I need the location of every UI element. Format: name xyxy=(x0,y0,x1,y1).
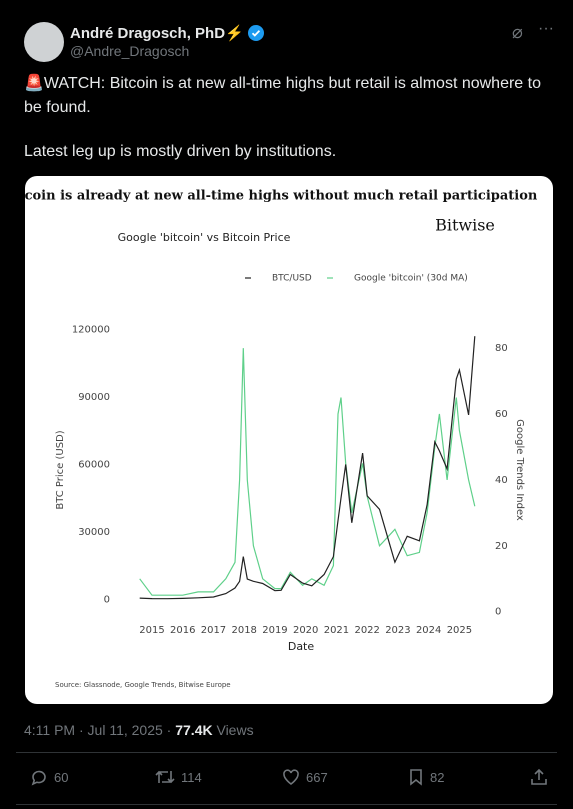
x-tick-label: 2022 xyxy=(354,625,379,636)
x-tick-label: 2020 xyxy=(293,625,318,636)
author[interactable]: André Dragosch, PhD⚡ xyxy=(70,24,264,42)
chart-title: Bitcoin is already at new all-time highs… xyxy=(25,189,538,204)
legend-label: Google 'bitcoin' (30d MA) xyxy=(354,274,468,284)
y-tick-label: 90000 xyxy=(78,392,110,403)
views: 77.4K xyxy=(175,722,213,738)
tweet-text: 🚨WATCH: Bitcoin is at new all-time highs… xyxy=(24,75,541,116)
source: Source: Glassnode, Google Trends, Bitwis… xyxy=(55,681,231,689)
more[interactable]: ··· xyxy=(538,20,554,37)
subtitle: Google 'bitcoin' vs Bitcoin Price xyxy=(118,231,291,244)
x-axis-label: Date xyxy=(288,640,315,653)
repost-count: 114 xyxy=(181,769,202,785)
share[interactable] xyxy=(530,768,548,786)
tweet-text: Latest leg up is mostly driven by instit… xyxy=(24,143,337,160)
reply[interactable]: 60 xyxy=(30,768,68,786)
y-tick-label: 0 xyxy=(104,594,110,605)
time[interactable]: 4:11 PM · Jul 11, 2025 · xyxy=(24,722,176,738)
bookmark-icon xyxy=(410,769,422,786)
views-label: Views xyxy=(216,722,254,738)
x-tick-label: 2025 xyxy=(447,625,472,636)
bookmark-count: 82 xyxy=(430,769,445,785)
reply-count: 60 xyxy=(54,769,69,785)
y2-axis-label: Google Trends Index xyxy=(514,419,525,521)
like-count: 667 xyxy=(306,769,328,785)
handle[interactable]: @Andre_Dragosch xyxy=(70,43,190,59)
x-tick-label: 2017 xyxy=(201,625,226,636)
y-tick-label: 60000 xyxy=(78,459,110,470)
y2-tick-label: 80 xyxy=(495,343,508,354)
meta: 4:11 PM · Jul 11, 2025 · 77.4K Views xyxy=(24,722,254,738)
legend-label: BTC/USD xyxy=(272,274,312,284)
x-tick-label: 2024 xyxy=(416,625,441,636)
x-tick-label: 2018 xyxy=(231,625,256,636)
x-tick-label: 2021 xyxy=(324,625,349,636)
author-name[interactable]: André Dragosch, PhD⚡ xyxy=(70,25,244,42)
like[interactable]: 667 xyxy=(282,768,328,786)
chart: Bitcoin is already at new all-time highs… xyxy=(25,189,538,690)
x-tick-label: 2015 xyxy=(139,625,164,636)
x-tick-label: 2019 xyxy=(262,625,287,636)
y2-tick-label: 0 xyxy=(495,607,501,618)
y2-tick-label: 60 xyxy=(495,409,508,420)
repost-icon xyxy=(155,770,175,784)
series-line xyxy=(139,348,476,596)
verified xyxy=(247,25,264,41)
y2-tick-label: 20 xyxy=(495,541,508,552)
y-axis-label: BTC Price (USD) xyxy=(55,430,66,509)
y-tick-label: 30000 xyxy=(78,527,110,538)
bookmark[interactable]: 82 xyxy=(408,768,444,786)
avatar[interactable] xyxy=(24,22,64,62)
divider xyxy=(16,804,557,805)
share-icon xyxy=(531,768,547,785)
y2-tick-label: 40 xyxy=(495,475,508,486)
reply-icon xyxy=(31,770,46,786)
y-tick-label: 120000 xyxy=(72,324,110,335)
grok-icon[interactable]: ⌀ xyxy=(512,22,523,42)
x-tick-label: 2016 xyxy=(170,625,195,636)
like-icon xyxy=(283,769,299,785)
chart-card[interactable]: Bitcoin is already at new all-time highs… xyxy=(25,176,553,704)
divider xyxy=(16,752,557,753)
series-line xyxy=(139,336,476,600)
repost[interactable]: 114 xyxy=(155,768,202,786)
brand: Bitwise xyxy=(435,216,495,235)
x-tick-label: 2023 xyxy=(385,625,410,636)
